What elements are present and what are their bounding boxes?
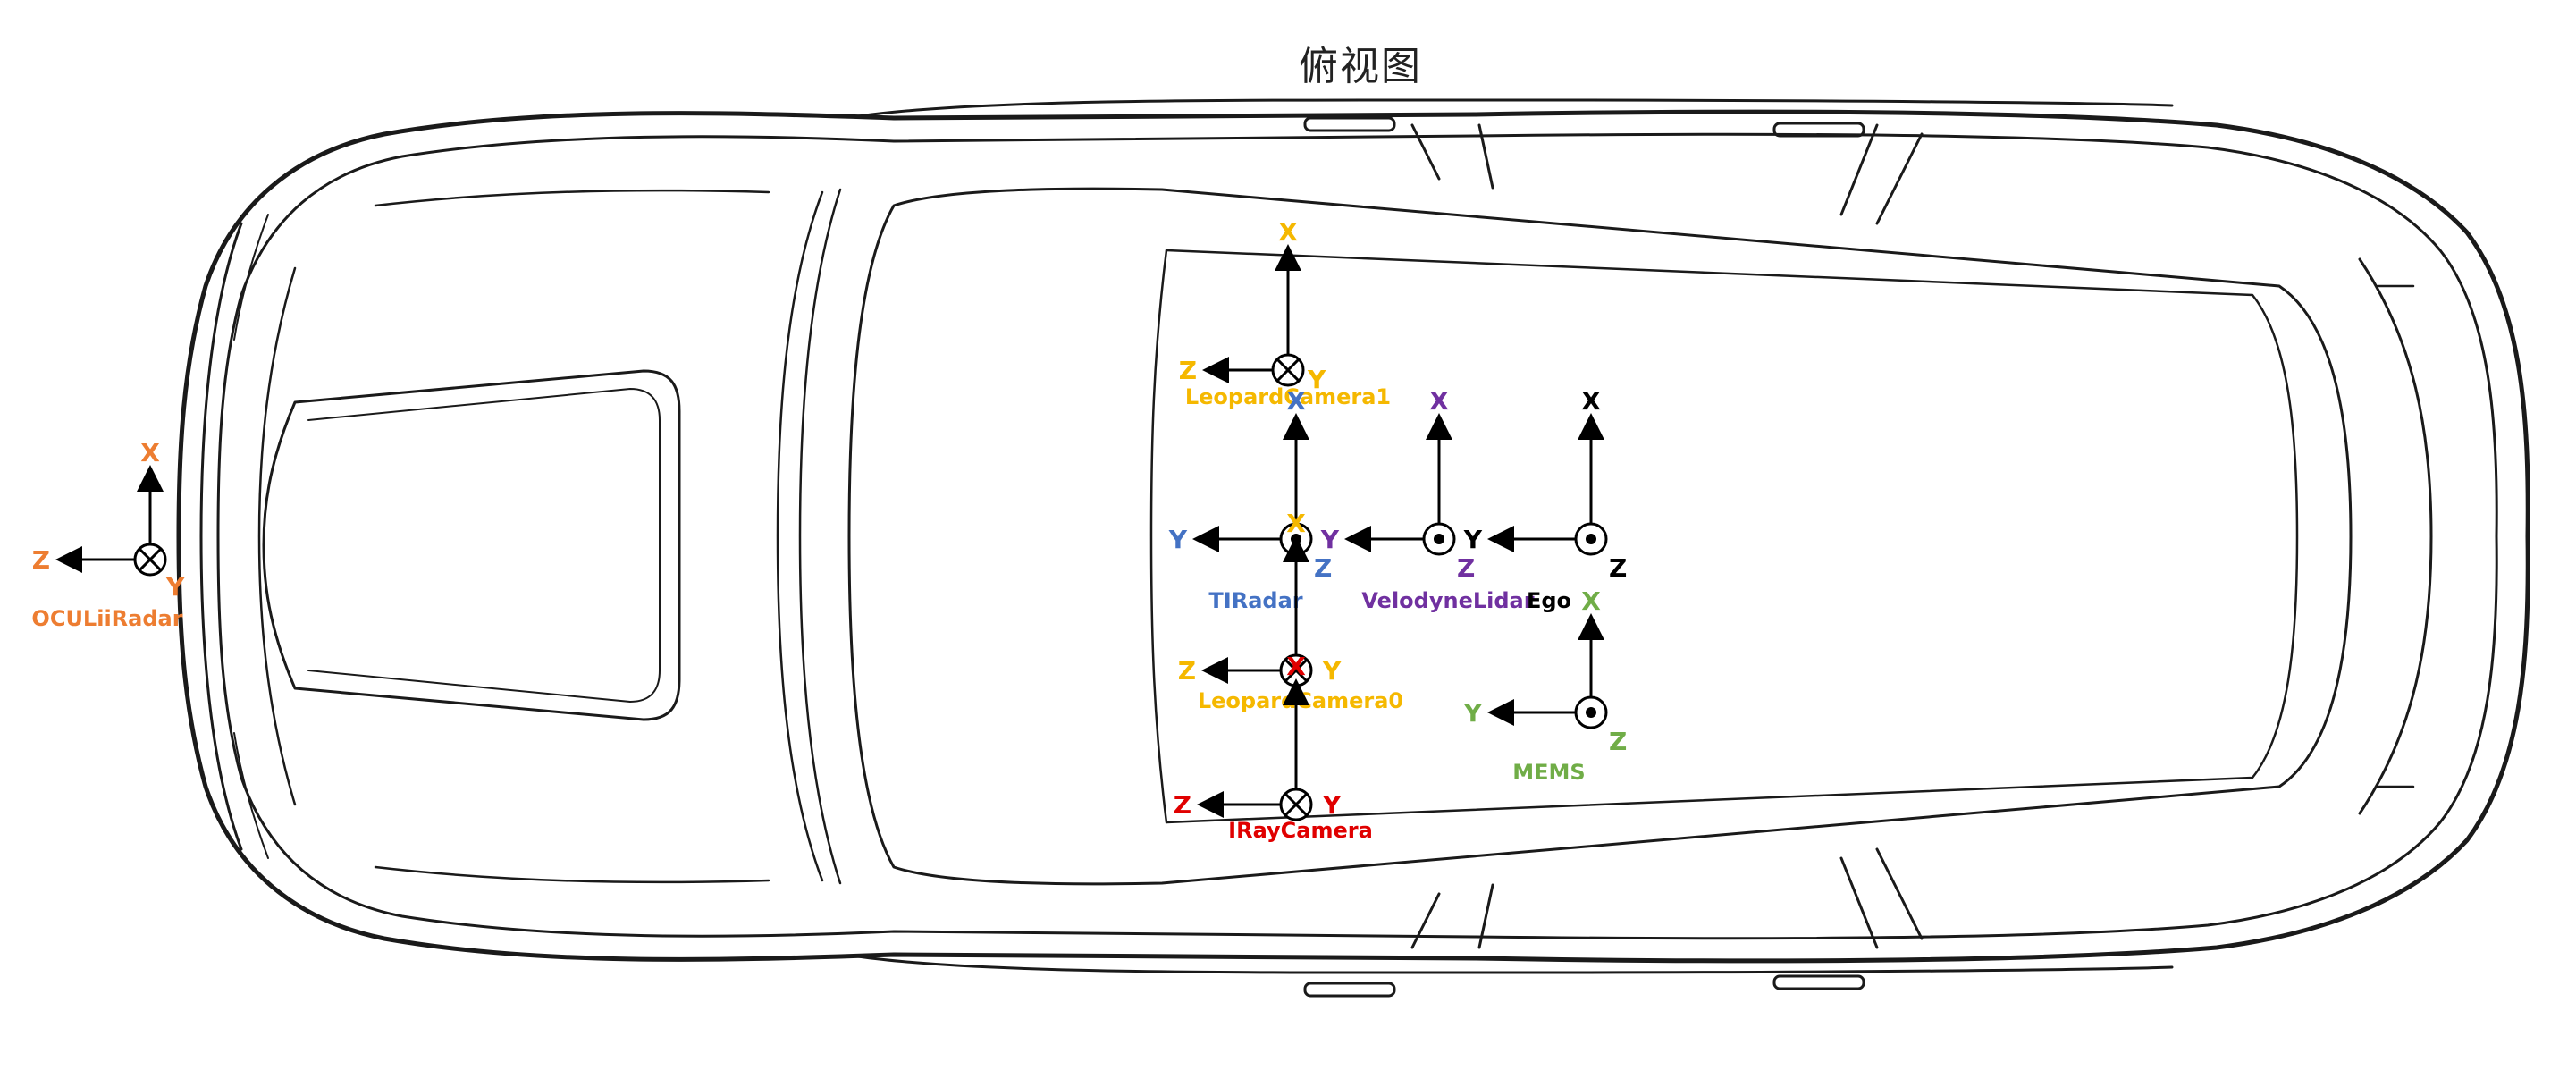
axis-label-left: Y: [1168, 525, 1188, 554]
axis-label-up: X: [1581, 586, 1601, 616]
axis-label-left: Z: [1179, 356, 1197, 385]
axis-label-normal: Y: [1322, 790, 1342, 820]
axis-label-normal: Y: [165, 572, 185, 602]
diagram-title: 俯视图: [1299, 44, 1422, 89]
axis-into-cross: [1284, 659, 1308, 682]
frame-label: VelodyneLidar: [1361, 588, 1534, 613]
axis-out-dot: [1586, 534, 1596, 544]
frame-label: Ego: [1527, 588, 1571, 613]
axis-label-up: X: [1286, 509, 1306, 538]
axis-label-normal: Z: [1609, 727, 1627, 756]
frame-mems: X Y Z MEMS: [1463, 586, 1628, 785]
vehicle-outline: [176, 98, 2530, 998]
axis-into-cross: [1284, 793, 1308, 816]
axis-label-up: X: [1286, 386, 1306, 416]
frame-label: TIRadar: [1208, 588, 1302, 613]
axis-label-normal: Z: [1609, 553, 1627, 583]
axis-label-normal: Z: [1314, 553, 1332, 583]
frame-tiradar: X Y Z TIRadar: [1168, 386, 1333, 613]
axis-into-cross: [139, 548, 162, 571]
frame-label: MEMS: [1512, 760, 1585, 785]
axis-label-normal: Y: [1322, 656, 1342, 686]
axis-out-dot: [1434, 534, 1444, 544]
axis-into-cross: [1276, 358, 1300, 382]
coordinate-frames: XZ YLeopardCamera1XYZTIRadarXYZVelodyneLi…: [31, 217, 1627, 843]
axis-label-left: Y: [1463, 698, 1483, 728]
frame-ego: X Y Z Ego: [1463, 386, 1628, 613]
frame-label: IRayCamera: [1228, 818, 1373, 843]
axis-label-left: Y: [1320, 525, 1340, 554]
axis-label-left: Z: [1178, 656, 1196, 686]
frame-label: LeopardCamera1: [1185, 384, 1391, 409]
axis-label-up: X: [1429, 386, 1449, 416]
frame-label: LeopardCamera0: [1198, 688, 1403, 713]
axis-out-dot: [1586, 707, 1596, 718]
axis-label-up: X: [1286, 652, 1306, 681]
frame-label: OCULiiRadar: [31, 606, 182, 631]
axis-label-left: Z: [32, 545, 50, 575]
axis-label-normal: Y: [1307, 365, 1326, 394]
axis-label-up: X: [1581, 386, 1601, 416]
axis-label-left: Z: [1174, 790, 1191, 820]
axis-label-up: X: [1278, 217, 1298, 247]
axis-label-up: X: [140, 438, 160, 468]
frame-oculii: X Z Y OCULiiRadar: [31, 438, 185, 631]
axis-label-normal: Z: [1457, 553, 1475, 583]
axis-label-left: Y: [1463, 525, 1483, 554]
